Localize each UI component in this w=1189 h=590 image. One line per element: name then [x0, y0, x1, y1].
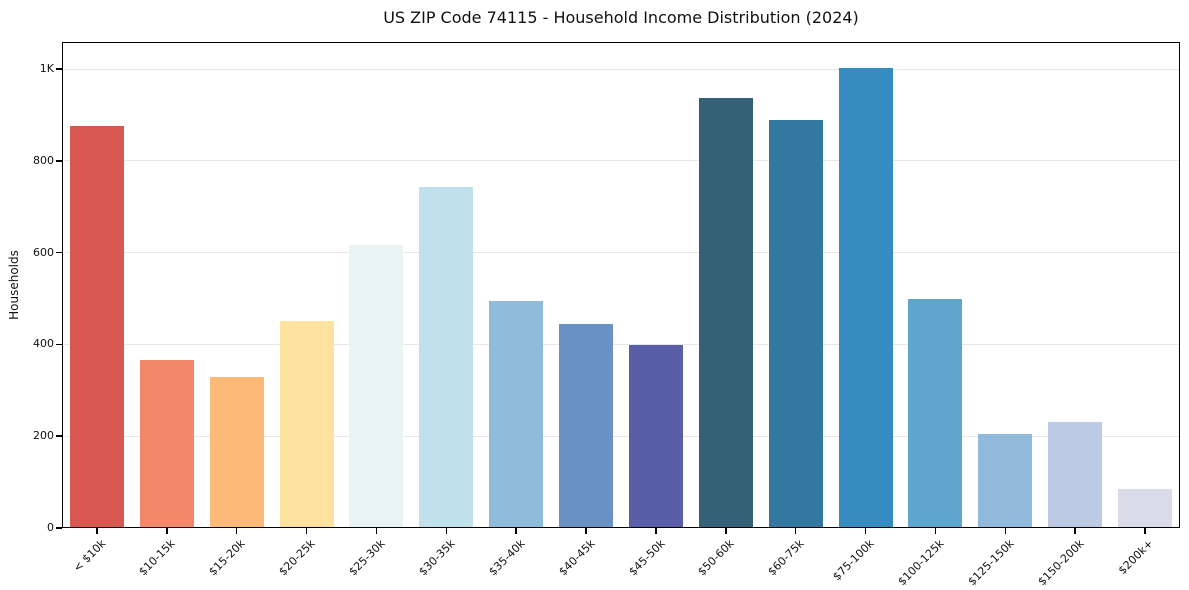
y-tick-label: 0 [47, 521, 54, 534]
x-tick-mark [96, 528, 98, 534]
bar-$100-125k [908, 299, 963, 528]
x-tick-label: $25-30k [346, 537, 388, 579]
x-tick-label: < $10k [70, 537, 109, 575]
x-tick-mark [655, 528, 657, 534]
bar-$30-35k [419, 187, 474, 528]
bar-$200k+ [1118, 488, 1173, 528]
gridline [62, 343, 1180, 345]
x-tick-label: $200k+ [1116, 537, 1157, 578]
x-tick-label: $100-125k [895, 537, 947, 589]
x-tick-mark [305, 528, 308, 534]
gridline [62, 160, 1180, 162]
y-tick-mark [56, 527, 62, 529]
gridline [62, 435, 1180, 437]
bar-$20-25k [279, 321, 334, 528]
bar-$60-75k [768, 120, 823, 528]
x-tick-label: $60-75k [765, 537, 807, 579]
chart-title: US ZIP Code 74115 - Household Income Dis… [383, 8, 859, 27]
x-tick-label: $35-40k [486, 537, 528, 579]
x-tick-label: $75-100k [830, 537, 877, 584]
x-tick-mark [445, 528, 448, 534]
x-tick-label: $50-60k [695, 537, 738, 579]
gridline [62, 68, 1180, 70]
y-tick-mark [56, 343, 62, 346]
x-tick-mark [864, 528, 867, 534]
x-tick-label: $150-200k [1035, 537, 1087, 589]
bar-$25-30k [349, 245, 404, 528]
bar-$35-40k [489, 301, 544, 528]
x-tick-mark [934, 528, 937, 534]
x-tick-mark [725, 528, 727, 534]
x-tick-label: $20-25k [276, 537, 318, 579]
x-tick-mark [515, 528, 517, 534]
x-tick-mark [166, 528, 168, 534]
x-tick-label: $40-45k [555, 537, 598, 579]
y-tick-mark [56, 251, 62, 254]
x-tick-mark [235, 528, 238, 534]
y-tick-label: 1K [39, 62, 54, 76]
x-tick-mark [1144, 528, 1146, 534]
y-tick-label: 400 [33, 337, 54, 351]
bar-$45-50k [628, 345, 683, 528]
bar-$125-150k [978, 433, 1033, 528]
y-tick-mark [56, 160, 62, 162]
bar-$15-20k [209, 377, 264, 528]
x-tick-mark [1004, 528, 1007, 534]
bar-$150-200k [1048, 422, 1103, 528]
bar-$10-15k [139, 359, 194, 528]
y-axis-label: Households [7, 250, 21, 320]
y-tick-label: 800 [33, 153, 54, 167]
y-tick-label: 600 [33, 245, 54, 259]
bar-< $10k [69, 126, 124, 528]
bar-$75-100k [838, 68, 893, 528]
x-tick-mark [375, 528, 378, 534]
x-tick-label: $15-20k [206, 537, 248, 579]
x-tick-mark [794, 528, 797, 534]
y-tick-label: 200 [33, 429, 54, 443]
x-tick-mark [1074, 528, 1076, 534]
x-tick-label: $30-35k [416, 537, 458, 579]
x-tick-label: $10-15k [136, 537, 179, 579]
x-tick-mark [585, 528, 587, 534]
x-tick-label: $125-150k [965, 537, 1017, 589]
bar-$40-45k [559, 324, 614, 528]
y-tick-mark [56, 435, 62, 437]
y-tick-mark [56, 68, 62, 70]
x-tick-label: $45-50k [625, 537, 668, 579]
gridline [62, 252, 1180, 254]
bar-$50-60k [698, 98, 753, 528]
